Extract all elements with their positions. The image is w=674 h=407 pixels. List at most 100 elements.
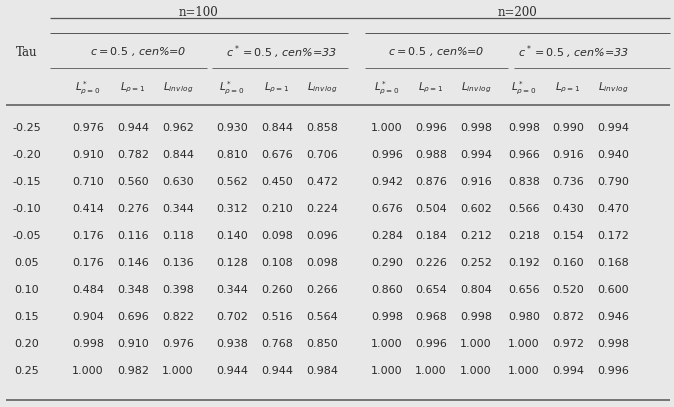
Text: 0.226: 0.226 bbox=[415, 258, 447, 268]
Text: 0.994: 0.994 bbox=[552, 366, 584, 376]
Text: $c=0.5$ , cen%=0: $c=0.5$ , cen%=0 bbox=[388, 46, 485, 59]
Text: 0.710: 0.710 bbox=[72, 177, 104, 187]
Text: $L_{inv\,log}$: $L_{inv\,log}$ bbox=[162, 81, 193, 95]
Text: -0.05: -0.05 bbox=[13, 231, 41, 241]
Text: 0.108: 0.108 bbox=[261, 258, 293, 268]
Text: $L_{inv\,log}$: $L_{inv\,log}$ bbox=[460, 81, 491, 95]
Text: 0.876: 0.876 bbox=[415, 177, 447, 187]
Text: 0.930: 0.930 bbox=[216, 123, 248, 133]
Text: 0.470: 0.470 bbox=[597, 204, 629, 214]
Text: 1.000: 1.000 bbox=[415, 366, 447, 376]
Text: 0.850: 0.850 bbox=[306, 339, 338, 349]
Text: 0.782: 0.782 bbox=[117, 150, 149, 160]
Text: 0.344: 0.344 bbox=[216, 285, 248, 295]
Text: 0.696: 0.696 bbox=[117, 312, 149, 322]
Text: 0.160: 0.160 bbox=[552, 258, 584, 268]
Text: 0.312: 0.312 bbox=[216, 204, 248, 214]
Text: 0.838: 0.838 bbox=[508, 177, 540, 187]
Text: 0.128: 0.128 bbox=[216, 258, 248, 268]
Text: $L^*_{\rho=0}$: $L^*_{\rho=0}$ bbox=[219, 79, 245, 97]
Text: n=200: n=200 bbox=[497, 6, 537, 18]
Text: 0.516: 0.516 bbox=[262, 312, 293, 322]
Text: 0.946: 0.946 bbox=[597, 312, 629, 322]
Text: 0.218: 0.218 bbox=[508, 231, 540, 241]
Text: 0.566: 0.566 bbox=[508, 204, 540, 214]
Text: 1.000: 1.000 bbox=[508, 339, 540, 349]
Text: 0.972: 0.972 bbox=[552, 339, 584, 349]
Text: $L^*_{\rho=0}$: $L^*_{\rho=0}$ bbox=[512, 79, 537, 97]
Text: 0.810: 0.810 bbox=[216, 150, 248, 160]
Text: 0.910: 0.910 bbox=[117, 339, 149, 349]
Text: 0.562: 0.562 bbox=[216, 177, 248, 187]
Text: 0.860: 0.860 bbox=[371, 285, 403, 295]
Text: 0.140: 0.140 bbox=[216, 231, 248, 241]
Text: $L_{\rho=1}$: $L_{\rho=1}$ bbox=[419, 81, 443, 95]
Text: 0.210: 0.210 bbox=[261, 204, 293, 214]
Text: 0.996: 0.996 bbox=[415, 123, 447, 133]
Text: 0.916: 0.916 bbox=[460, 177, 492, 187]
Text: n=100: n=100 bbox=[179, 6, 219, 18]
Text: 0.176: 0.176 bbox=[72, 258, 104, 268]
Text: 0.224: 0.224 bbox=[306, 204, 338, 214]
Text: 0.822: 0.822 bbox=[162, 312, 194, 322]
Text: $c=0.5$ , cen%=0: $c=0.5$ , cen%=0 bbox=[90, 46, 186, 59]
Text: 1.000: 1.000 bbox=[460, 366, 492, 376]
Text: 0.430: 0.430 bbox=[552, 204, 584, 214]
Text: 0.146: 0.146 bbox=[117, 258, 149, 268]
Text: 0.962: 0.962 bbox=[162, 123, 194, 133]
Text: 0.05: 0.05 bbox=[15, 258, 39, 268]
Text: 0.656: 0.656 bbox=[508, 285, 540, 295]
Text: 0.654: 0.654 bbox=[415, 285, 447, 295]
Text: 0.15: 0.15 bbox=[15, 312, 39, 322]
Text: $c^*=0.5$ , cen%=33: $c^*=0.5$ , cen%=33 bbox=[226, 43, 338, 61]
Text: 0.260: 0.260 bbox=[261, 285, 293, 295]
Text: 0.276: 0.276 bbox=[117, 204, 149, 214]
Text: 0.942: 0.942 bbox=[371, 177, 403, 187]
Text: 0.872: 0.872 bbox=[552, 312, 584, 322]
Text: 0.984: 0.984 bbox=[306, 366, 338, 376]
Text: 0.976: 0.976 bbox=[162, 339, 194, 349]
Text: 0.940: 0.940 bbox=[597, 150, 629, 160]
Text: 0.976: 0.976 bbox=[72, 123, 104, 133]
Text: 0.172: 0.172 bbox=[597, 231, 629, 241]
Text: 1.000: 1.000 bbox=[371, 339, 403, 349]
Text: 0.944: 0.944 bbox=[117, 123, 149, 133]
Text: 0.136: 0.136 bbox=[162, 258, 194, 268]
Text: $L^*_{\rho=0}$: $L^*_{\rho=0}$ bbox=[374, 79, 400, 97]
Text: 1.000: 1.000 bbox=[162, 366, 194, 376]
Text: 0.996: 0.996 bbox=[371, 150, 403, 160]
Text: 0.804: 0.804 bbox=[460, 285, 492, 295]
Text: 0.994: 0.994 bbox=[460, 150, 492, 160]
Text: $L_{\rho=1}$: $L_{\rho=1}$ bbox=[121, 81, 146, 95]
Text: 0.266: 0.266 bbox=[306, 285, 338, 295]
Text: 0.600: 0.600 bbox=[597, 285, 629, 295]
Text: 0.192: 0.192 bbox=[508, 258, 540, 268]
Text: 0.966: 0.966 bbox=[508, 150, 540, 160]
Text: 0.098: 0.098 bbox=[261, 231, 293, 241]
Text: 0.904: 0.904 bbox=[72, 312, 104, 322]
Text: $L^*_{\rho=0}$: $L^*_{\rho=0}$ bbox=[75, 79, 100, 97]
Text: 0.560: 0.560 bbox=[117, 177, 149, 187]
Text: 0.450: 0.450 bbox=[261, 177, 293, 187]
Text: 0.176: 0.176 bbox=[72, 231, 104, 241]
Text: 0.994: 0.994 bbox=[597, 123, 629, 133]
Text: 0.910: 0.910 bbox=[72, 150, 104, 160]
Text: 0.098: 0.098 bbox=[306, 258, 338, 268]
Text: 0.484: 0.484 bbox=[72, 285, 104, 295]
Text: 0.212: 0.212 bbox=[460, 231, 492, 241]
Text: 0.25: 0.25 bbox=[15, 366, 39, 376]
Text: $L_{inv\,log}$: $L_{inv\,log}$ bbox=[598, 81, 628, 95]
Text: 0.996: 0.996 bbox=[415, 339, 447, 349]
Text: 0.996: 0.996 bbox=[597, 366, 629, 376]
Text: 0.844: 0.844 bbox=[261, 123, 293, 133]
Text: 0.520: 0.520 bbox=[552, 285, 584, 295]
Text: 0.602: 0.602 bbox=[460, 204, 492, 214]
Text: 0.990: 0.990 bbox=[552, 123, 584, 133]
Text: 0.844: 0.844 bbox=[162, 150, 194, 160]
Text: 0.096: 0.096 bbox=[306, 231, 338, 241]
Text: 0.944: 0.944 bbox=[216, 366, 248, 376]
Text: 1.000: 1.000 bbox=[371, 123, 403, 133]
Text: 0.916: 0.916 bbox=[552, 150, 584, 160]
Text: 0.998: 0.998 bbox=[72, 339, 104, 349]
Text: 0.676: 0.676 bbox=[371, 204, 403, 214]
